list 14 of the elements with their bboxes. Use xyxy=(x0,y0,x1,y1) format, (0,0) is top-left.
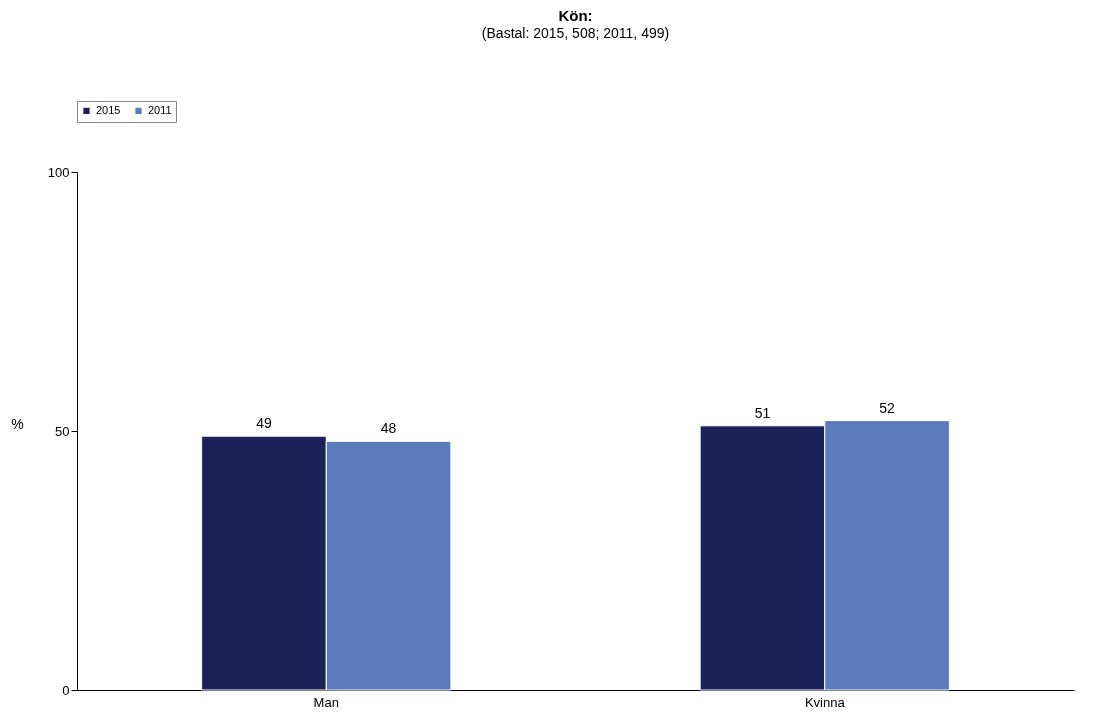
x-tick-label: Man xyxy=(313,694,339,710)
data-label: 49 xyxy=(256,415,272,432)
y-axis-title: % xyxy=(11,415,24,432)
data-label: 51 xyxy=(754,404,771,421)
chart-title: Kön: xyxy=(558,6,593,24)
y-tick-label: 50 xyxy=(55,423,70,439)
x-tick-label: Kvinna xyxy=(804,694,846,710)
legend-label: 2015 xyxy=(96,103,121,116)
chart-subtitle: (Bastal: 2015, 508; 2011, 499) xyxy=(481,24,670,41)
y-tick-label: 100 xyxy=(47,164,70,180)
data-label: 48 xyxy=(380,420,397,437)
data-label: 52 xyxy=(879,399,896,416)
y-tick-label: 0 xyxy=(62,682,70,698)
legend-label: 2011 xyxy=(148,103,172,116)
